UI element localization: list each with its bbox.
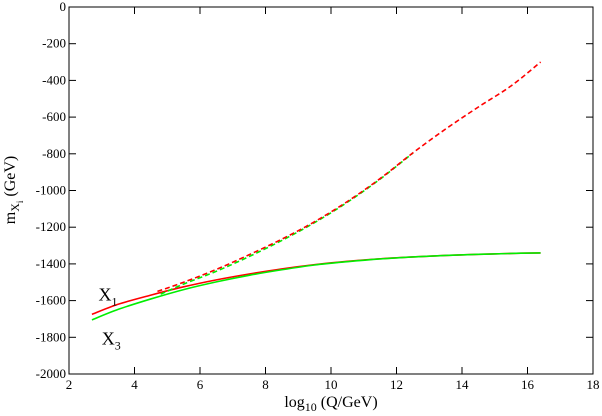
x-tick-label: 14 (456, 377, 470, 392)
y-axis-label: mXi (GeV) (2, 156, 25, 225)
x-tick-label: 6 (197, 377, 204, 392)
y-tick-label: -1600 (36, 293, 66, 308)
y-tick-label: -1400 (36, 256, 66, 271)
y-tick-label: -1200 (36, 219, 66, 234)
annotation-x3: X3 (102, 329, 121, 353)
y-tick-label: -1800 (36, 329, 66, 344)
annotation-x1: X1 (98, 285, 117, 309)
x-tick-label: 12 (390, 377, 403, 392)
x-axis-label: log10 (Q/GeV) (284, 394, 377, 414)
series-layer (91, 61, 542, 321)
series-line-3 (160, 152, 414, 295)
series-line-2 (157, 61, 542, 293)
y-tick-label: -1000 (36, 183, 66, 198)
x-tick-label: 10 (325, 377, 338, 392)
y-tick-label: 0 (60, 0, 67, 14)
y-tick-label: -600 (42, 109, 66, 124)
y-tick-label: -800 (42, 146, 66, 161)
y-tick-label: -2000 (36, 366, 66, 381)
series-line-0 (91, 252, 541, 316)
tick-layer: 2 4 6 8 10 12 14 16 18 0 -200 -400 -600 -800 -1000 -120… (36, 0, 600, 392)
x-tick-label: 16 (521, 377, 535, 392)
y-tick-label: -400 (42, 72, 66, 87)
x-tick-label: 4 (131, 377, 138, 392)
y-tick-label: -200 (42, 36, 66, 51)
x-tick-label: 2 (66, 377, 73, 392)
series-line-1 (91, 252, 541, 321)
x-tick-label: 18 (587, 377, 600, 392)
plot-frame (68, 6, 594, 375)
x-tick-label: 8 (262, 377, 269, 392)
